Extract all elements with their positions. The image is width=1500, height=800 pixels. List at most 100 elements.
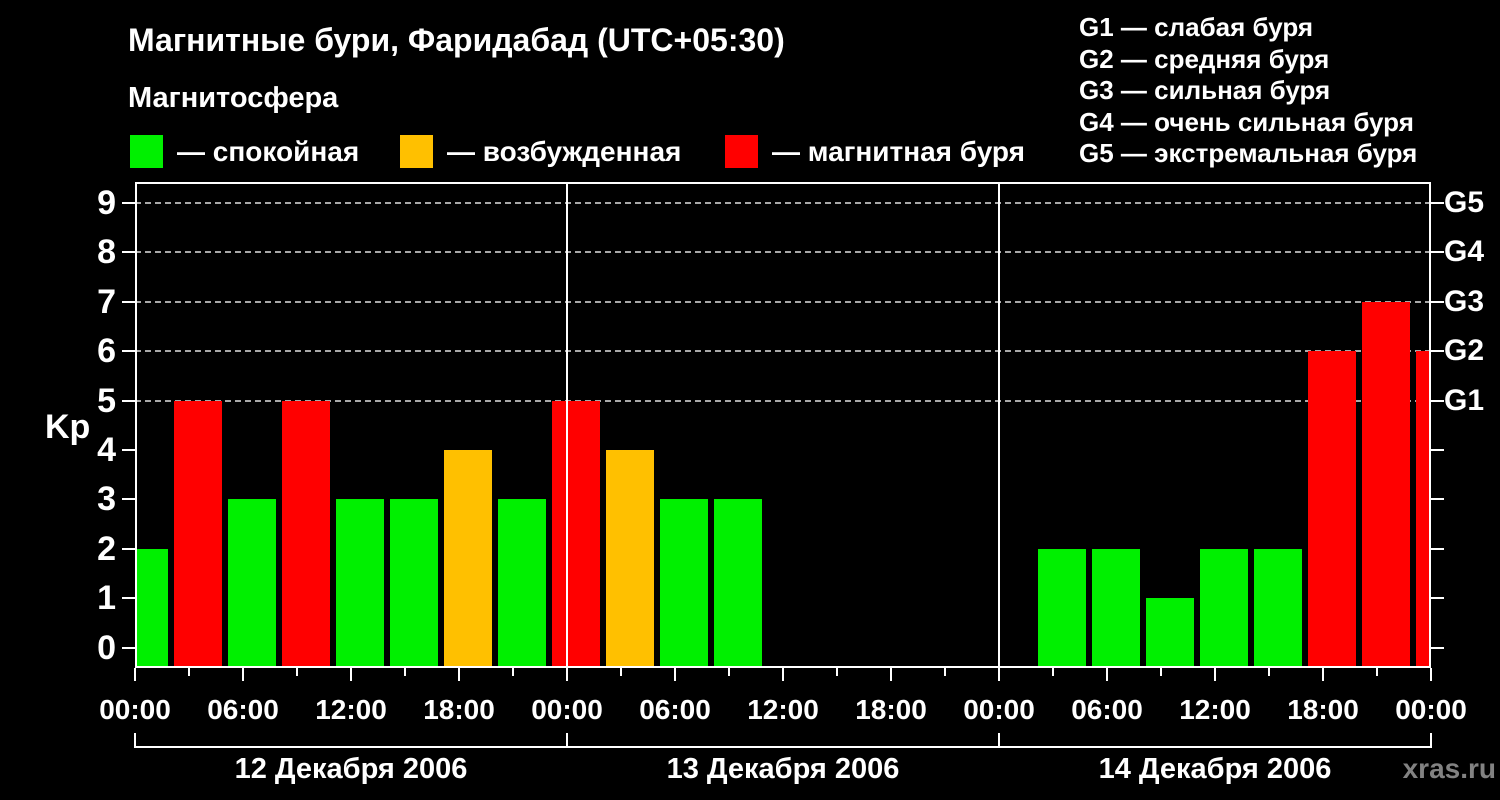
storm-scale-line-4: G4 — очень сильная буря xyxy=(1079,106,1414,137)
g-scale-label-g3: G3 xyxy=(1444,284,1485,318)
time-label: 12:00 xyxy=(1179,694,1251,725)
x-axis-major-tick xyxy=(782,668,784,681)
y-axis-tick-left xyxy=(122,251,135,254)
y-axis-tick-right xyxy=(1431,201,1444,204)
y-axis-tick-right xyxy=(1431,498,1444,501)
kp-bar xyxy=(174,400,222,668)
y-axis-title: Kp xyxy=(45,408,91,446)
x-axis-minor-tick xyxy=(1268,668,1270,676)
y-axis-tick-right xyxy=(1431,448,1444,451)
storm-swatch-icon xyxy=(725,135,758,168)
date-label-day-2: 13 Декабря 2006 xyxy=(666,753,900,785)
x-axis-major-tick xyxy=(134,668,136,681)
kp-bar xyxy=(1038,548,1086,668)
x-axis-major-tick xyxy=(674,668,676,681)
y-axis-label: 2 xyxy=(97,529,116,568)
date-bracket-tick xyxy=(566,733,568,748)
y-axis-label: 4 xyxy=(97,430,116,469)
time-label: 06:00 xyxy=(207,694,279,725)
y-axis-label: 8 xyxy=(97,233,116,272)
magnetosphere-label: Магнитосфера xyxy=(128,82,339,114)
day-separator-line-1 xyxy=(566,182,568,668)
kp-bar xyxy=(1092,548,1140,668)
kp-bar xyxy=(135,548,168,668)
y-axis-tick-left xyxy=(122,300,135,303)
time-label: 12:00 xyxy=(747,694,819,725)
time-label: 00:00 xyxy=(963,694,1035,725)
x-axis-major-tick xyxy=(350,668,352,681)
storm-scale-line-5: G5 — экстремальная буря xyxy=(1079,138,1418,168)
y-axis-tick-right xyxy=(1431,399,1444,402)
y-axis-tick-right xyxy=(1431,597,1444,600)
g-scale-label-g2: G2 xyxy=(1444,334,1485,368)
storm-scale-legend: G1 — слабая буря G2 — средняя буря G3 — си… xyxy=(1079,12,1417,170)
y-axis-tick-right xyxy=(1431,646,1444,649)
kp-bar xyxy=(444,449,492,668)
gridline-kp-9 xyxy=(135,201,1431,204)
unsettled-swatch-icon xyxy=(400,135,433,168)
kp-bar xyxy=(1308,351,1356,668)
date-bracket-line xyxy=(135,746,1431,748)
y-axis-tick-right xyxy=(1431,547,1444,550)
legend-label-quiet: — спокойная xyxy=(177,136,360,167)
y-axis-label: 0 xyxy=(97,628,116,667)
kp-bar xyxy=(498,499,546,668)
gridline-kp-7 xyxy=(135,300,1431,303)
x-axis-minor-tick xyxy=(188,668,190,676)
watermark: xras.ru xyxy=(1402,753,1496,784)
gridline-kp-8 xyxy=(135,251,1431,254)
x-axis-major-tick xyxy=(1322,668,1324,681)
g-scale-label-g4: G4 xyxy=(1444,235,1485,269)
x-axis-minor-tick xyxy=(728,668,730,676)
x-axis-minor-tick xyxy=(1376,668,1378,676)
x-axis-major-tick xyxy=(566,668,568,681)
x-axis-minor-tick xyxy=(620,668,622,676)
y-axis-tick-left xyxy=(122,201,135,204)
kp-bar xyxy=(1416,351,1431,668)
x-axis-minor-tick xyxy=(836,668,838,676)
storm-scale-line-2: G2 — средняя буря xyxy=(1079,43,1330,74)
kp-bar xyxy=(552,400,600,668)
kp-bar xyxy=(228,499,276,668)
time-label: 18:00 xyxy=(1287,694,1359,725)
x-axis-major-tick xyxy=(1106,668,1108,681)
time-label: 18:00 xyxy=(855,694,927,725)
date-bracket-tick xyxy=(1430,733,1432,748)
date-label-day-3: 14 Декабря 2006 xyxy=(1098,753,1332,785)
x-axis-major-tick xyxy=(890,668,892,681)
x-axis-major-tick xyxy=(1430,668,1432,681)
x-axis-major-tick xyxy=(242,668,244,681)
gridline-kp-6 xyxy=(135,350,1431,353)
y-axis-tick-left xyxy=(122,498,135,501)
kp-bar xyxy=(660,499,708,668)
g-scale-label-g5: G5 xyxy=(1444,185,1485,219)
x-axis-minor-tick xyxy=(1052,668,1054,676)
kp-bar xyxy=(714,499,762,668)
y-axis-tick-left xyxy=(122,350,135,353)
y-axis-tick-left xyxy=(122,597,135,600)
y-axis-tick-left xyxy=(122,547,135,550)
x-axis-major-tick xyxy=(458,668,460,681)
time-label: 12:00 xyxy=(315,694,387,725)
legend-label-storm: — магнитная буря xyxy=(772,136,1025,167)
page-title: Магнитные бури, Фаридабад (UTC+05:30) xyxy=(128,22,785,58)
y-axis-tick-left xyxy=(122,448,135,451)
x-axis-major-tick xyxy=(1214,668,1216,681)
kp-bar xyxy=(1254,548,1302,668)
y-axis-label: 7 xyxy=(97,282,116,321)
storm-scale-line-3: G3 — сильная буря xyxy=(1079,75,1331,105)
time-label: 06:00 xyxy=(1071,694,1143,725)
x-axis-major-tick xyxy=(998,668,1000,681)
time-label: 00:00 xyxy=(1395,694,1467,725)
x-axis-minor-tick xyxy=(512,668,514,676)
date-bracket-tick xyxy=(998,733,1000,748)
x-axis-minor-tick xyxy=(296,668,298,676)
kp-bar xyxy=(1362,301,1410,668)
kp-bar xyxy=(336,499,384,668)
y-axis-label: 6 xyxy=(97,332,116,371)
legend-label-unsettled: — возбужденная xyxy=(447,136,682,167)
quiet-swatch-icon xyxy=(130,135,163,168)
y-axis-tick-right xyxy=(1431,300,1444,303)
time-label: 06:00 xyxy=(639,694,711,725)
